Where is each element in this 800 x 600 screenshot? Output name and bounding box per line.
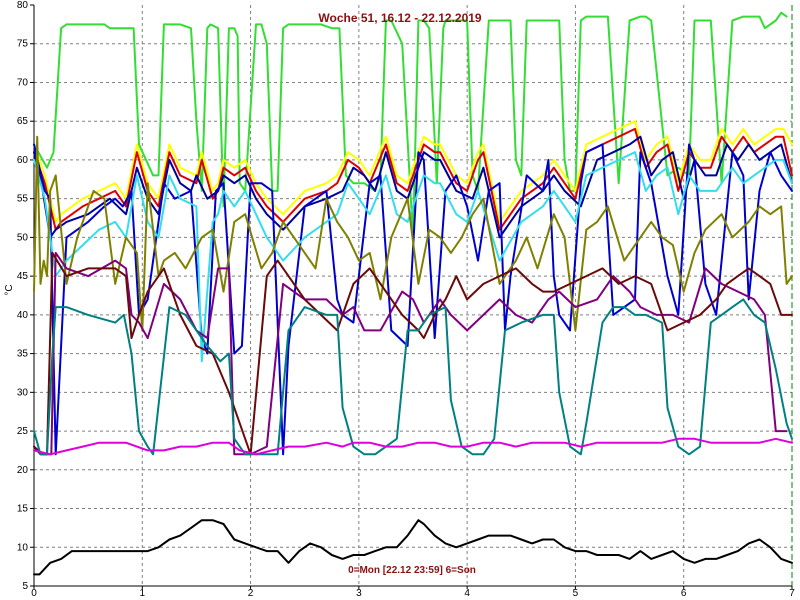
series-line-12 (33, 519, 793, 576)
y-tick-label: 15 (17, 504, 29, 515)
x-tick-label: 7 (789, 588, 795, 599)
series-line-1 (33, 11, 788, 239)
series-line-2 (33, 120, 793, 223)
x-tick-label: 5 (573, 588, 579, 599)
y-tick-label: 5 (22, 581, 28, 592)
series-line-11 (33, 437, 793, 456)
y-tick-label: 50 (17, 232, 29, 243)
y-tick-label: 80 (17, 0, 29, 11)
y-tick-label: 25 (17, 426, 29, 437)
series-line-5 (33, 143, 793, 456)
series-line-3 (33, 127, 793, 231)
y-tick-label: 55 (17, 194, 29, 205)
x-tick-label: 6 (681, 588, 687, 599)
axes (30, 4, 793, 589)
x-tick-label: 2 (248, 588, 254, 599)
y-tick-label: 35 (17, 349, 29, 360)
y-tick-label: 60 (17, 155, 29, 166)
series-group (33, 11, 793, 576)
y-tick-label: 45 (17, 271, 29, 282)
x-tick-label: 4 (464, 588, 470, 599)
y-tick-label: 20 (17, 465, 29, 476)
y-axis-label: °C (4, 284, 15, 295)
y-tick-label: 75 (17, 39, 29, 50)
x-tick-label: 1 (140, 588, 146, 599)
y-tick-label: 10 (17, 542, 29, 553)
y-tick-label: 65 (17, 116, 29, 127)
x-axis-label: 0=Mon [22.12 23:59] 6=Son (348, 565, 476, 576)
chart-title: Woche 51, 16.12 - 22.12.2019 (318, 11, 482, 25)
series-line-6 (33, 151, 793, 363)
x-tick-label: 0 (31, 588, 37, 599)
y-tick-label: 40 (17, 310, 29, 321)
y-tick-label: 70 (17, 77, 29, 88)
y-tick-label: 30 (17, 387, 29, 398)
x-tick-label: 3 (356, 588, 362, 599)
